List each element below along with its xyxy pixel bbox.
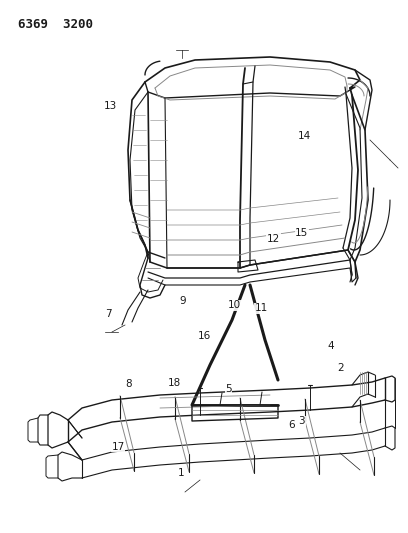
Text: 8: 8 xyxy=(125,379,132,389)
Text: 5: 5 xyxy=(225,384,232,394)
Text: 7: 7 xyxy=(105,310,111,319)
Text: 18: 18 xyxy=(168,378,181,387)
Text: 4: 4 xyxy=(327,342,334,351)
Text: 6369  3200: 6369 3200 xyxy=(18,18,93,31)
Text: 6: 6 xyxy=(288,421,295,430)
Text: 12: 12 xyxy=(267,234,280,244)
Text: 14: 14 xyxy=(297,131,310,141)
Text: 2: 2 xyxy=(337,363,344,373)
Text: 1: 1 xyxy=(178,469,185,478)
Text: 11: 11 xyxy=(255,303,268,313)
Text: 17: 17 xyxy=(112,442,125,451)
Text: 15: 15 xyxy=(295,229,308,238)
Text: 9: 9 xyxy=(180,296,186,306)
Text: 13: 13 xyxy=(104,101,117,110)
Text: 16: 16 xyxy=(197,331,211,341)
Text: 3: 3 xyxy=(299,416,305,426)
Text: 10: 10 xyxy=(228,301,241,310)
